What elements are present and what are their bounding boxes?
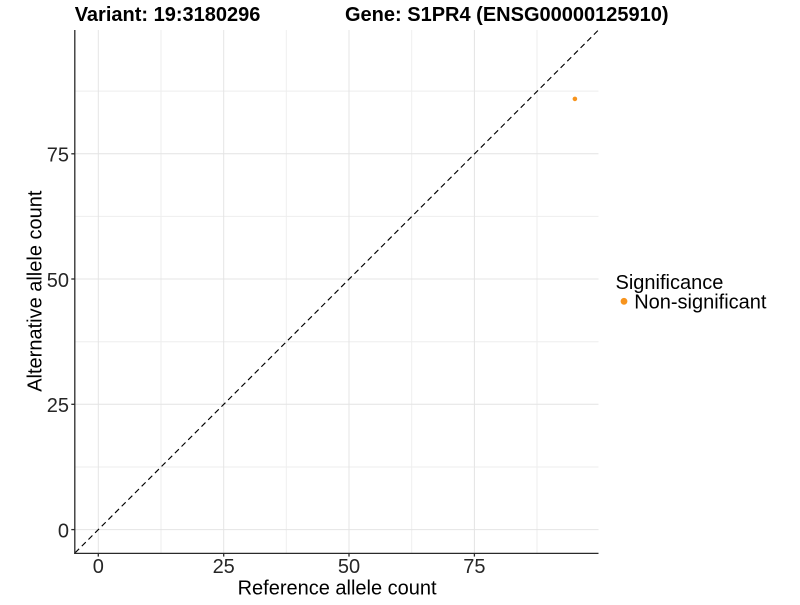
svg-text:25: 25 bbox=[47, 395, 69, 417]
svg-text:Variant: 19:3180296: Variant: 19:3180296 bbox=[75, 4, 261, 26]
svg-text:50: 50 bbox=[338, 556, 360, 578]
svg-text:0: 0 bbox=[58, 521, 69, 543]
svg-text:Gene: S1PR4 (ENSG00000125910): Gene: S1PR4 (ENSG00000125910) bbox=[345, 4, 669, 26]
svg-text:Alternative allele count: Alternative allele count bbox=[24, 190, 46, 392]
svg-text:0: 0 bbox=[93, 556, 104, 578]
svg-text:75: 75 bbox=[463, 556, 485, 578]
svg-text:Significance: Significance bbox=[616, 272, 724, 294]
svg-text:Reference allele count: Reference allele count bbox=[238, 577, 437, 599]
svg-text:75: 75 bbox=[47, 145, 69, 167]
svg-text:25: 25 bbox=[213, 556, 235, 578]
svg-text:50: 50 bbox=[47, 270, 69, 292]
svg-text:Non-significant: Non-significant bbox=[634, 292, 767, 314]
